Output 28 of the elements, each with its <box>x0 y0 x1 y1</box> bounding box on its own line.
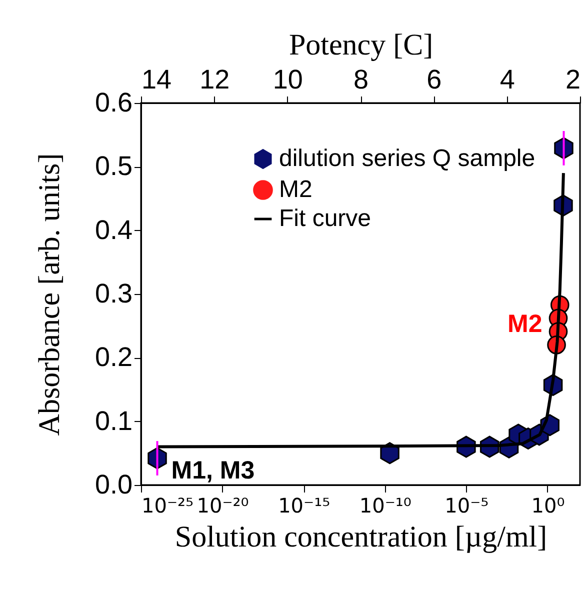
legend-label: M2 <box>279 176 312 203</box>
x2-axis-title: Potency [C] <box>288 28 434 62</box>
x2-tick-label: 8 <box>353 64 369 94</box>
x2-tick-label: 2 <box>565 64 580 94</box>
x2-tick-label: 12 <box>200 64 230 94</box>
y-axis-title: Absorbance [arb. units] <box>32 153 66 436</box>
x2-tick-label: 4 <box>500 64 515 94</box>
legend-label: Fit curve <box>279 205 372 232</box>
y-tick-label: 0.6 <box>94 88 132 118</box>
annotation: M1, M3 <box>171 456 255 484</box>
y-tick-label: 0.1 <box>94 406 132 436</box>
y-tick-label: 0.3 <box>94 278 132 308</box>
x-tick-label: 10⁻²⁰ <box>196 494 249 518</box>
x2-tick-label: 14 <box>142 64 172 94</box>
x2-tick-label: 10 <box>272 64 303 94</box>
y-tick-label: 0.0 <box>94 470 132 500</box>
y-tick-label: 0.5 <box>94 151 132 182</box>
x-tick-label: 10⁻²⁵ <box>142 494 194 518</box>
x-tick-label: 10⁻¹⁰ <box>359 494 412 518</box>
x-tick-label: 10⁻¹⁵ <box>278 494 330 518</box>
legend-label: dilution series Q sample <box>279 145 536 172</box>
y-tick-label: 0.2 <box>94 342 132 372</box>
annotation: M2 <box>508 310 542 338</box>
x-axis-title: Solution concentration [µg/ml] <box>174 520 548 554</box>
y-tick-label: 0.4 <box>94 214 132 245</box>
x-tick-label: 10⁻⁵ <box>444 494 489 518</box>
x2-tick-label: 6 <box>426 64 442 94</box>
x-tick-label: 10⁰ <box>531 494 565 518</box>
